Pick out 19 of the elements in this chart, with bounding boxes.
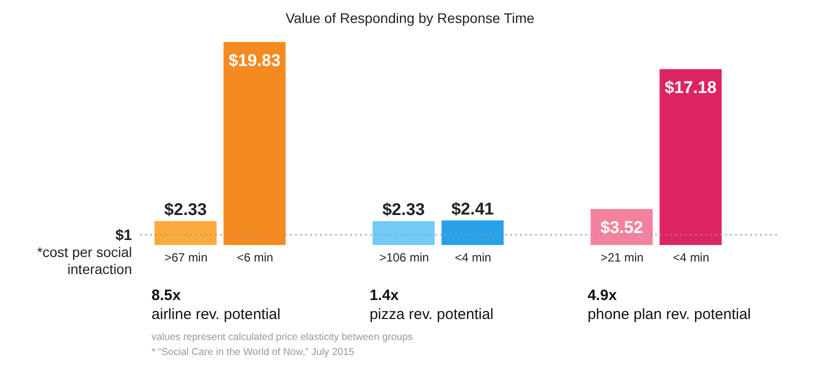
x-tick-label: <4 min	[454, 250, 492, 265]
data-label: $2.33	[382, 200, 425, 220]
data-label: $19.83	[228, 51, 281, 70]
x-tick-label: <6 min	[236, 250, 274, 265]
x-tick-label: <4 min	[672, 250, 710, 265]
x-tick-label: >106 min	[379, 250, 429, 265]
x-tick-label: >21 min	[600, 250, 644, 265]
ref-line-label: $1 *cost per social interaction	[37, 226, 132, 277]
text: 8.5x airline rev. potential	[152, 286, 280, 324]
data-label: $3.52	[600, 218, 643, 237]
text: 1.4x pizza rev. potential	[370, 286, 494, 324]
text: * “Social Care in the World of Now,” July 2015	[152, 347, 354, 358]
x-tick-label: >67 min	[164, 250, 208, 265]
text: 4.9x phone plan rev. potential	[588, 286, 751, 324]
chart-title: Value of Responding by Response Time	[284, 10, 536, 26]
data-label: $17.18	[664, 78, 717, 98]
data-label: $2.41	[451, 199, 494, 218]
text: values represent calculated price elasticity between groups	[152, 332, 413, 343]
data-label: $2.33	[164, 200, 207, 220]
